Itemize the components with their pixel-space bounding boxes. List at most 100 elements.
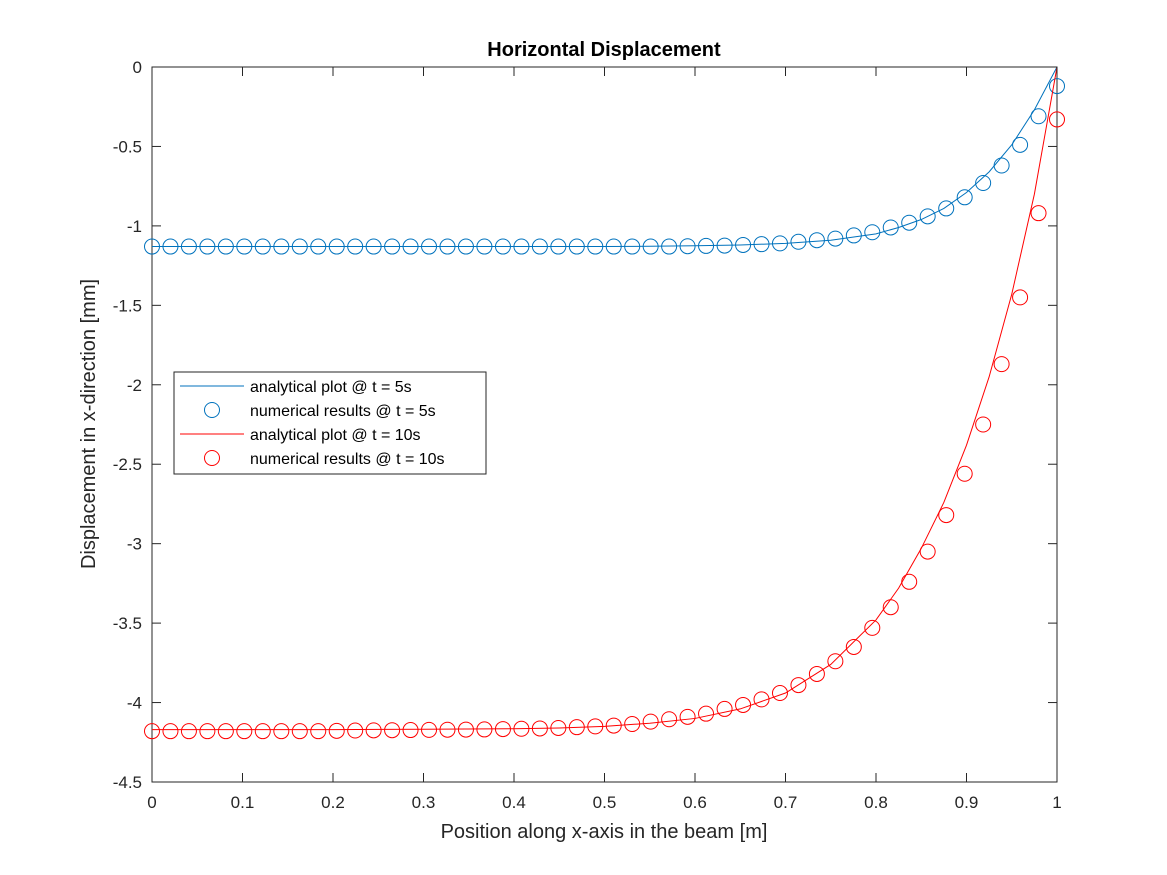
series-line-2	[152, 66, 1058, 731]
series-3-marker	[716, 700, 733, 717]
series-3-marker	[494, 721, 511, 738]
x-tick-label: 0	[147, 793, 156, 812]
series-1-marker	[698, 237, 715, 254]
series-1-marker	[993, 157, 1010, 174]
y-tick-label: -3	[127, 535, 142, 554]
x-tick-label: 1	[1052, 793, 1061, 812]
series-3-marker	[882, 599, 899, 616]
series-3-marker	[808, 665, 825, 682]
series-3-marker	[531, 720, 548, 737]
series-3-marker	[513, 720, 530, 737]
x-tick-label: 0.2	[321, 793, 345, 812]
series-3-marker	[624, 716, 641, 733]
series-3-marker	[845, 638, 862, 655]
series-3-marker	[771, 685, 788, 702]
x-axis-label: Position along x-axis in the beam [m]	[441, 821, 768, 843]
series-1-marker	[550, 238, 567, 255]
series-3-marker	[919, 543, 936, 560]
series-3-marker	[1030, 205, 1047, 222]
series-3-marker	[993, 356, 1010, 373]
series-1-marker	[1012, 136, 1029, 153]
series-1-marker	[402, 238, 419, 255]
series-1-marker	[771, 235, 788, 252]
y-tick-label: -2.5	[113, 455, 142, 474]
series-1-marker	[587, 238, 604, 255]
series-1-marker	[808, 232, 825, 249]
series-3-marker	[790, 677, 807, 694]
series-1-marker	[236, 238, 253, 255]
series-1-marker	[254, 238, 271, 255]
series-3-marker	[827, 653, 844, 670]
x-tick-label: 0.3	[412, 793, 436, 812]
series-1-marker	[716, 237, 733, 254]
series-1-marker	[624, 238, 641, 255]
chart-title: Horizontal Displacement	[487, 39, 721, 61]
series-3-marker	[180, 723, 197, 740]
series-1-marker	[735, 236, 752, 253]
y-tick-label: -3.5	[113, 614, 142, 633]
series-1-marker	[144, 238, 160, 255]
series-3-marker	[365, 722, 382, 739]
series-1-marker	[384, 238, 401, 255]
series-1-marker	[199, 238, 216, 255]
series-1-marker	[365, 238, 382, 255]
series-1-marker	[476, 238, 493, 255]
y-tick-label: -4.5	[113, 773, 142, 792]
series-3-marker	[162, 723, 179, 740]
legend-box	[173, 371, 487, 475]
legend-entry-label: analytical plot @ t = 5s	[250, 379, 412, 396]
y-tick-label: -2	[127, 376, 142, 395]
series-1-marker	[347, 238, 364, 255]
series-3-marker	[679, 708, 696, 725]
series-1-marker	[494, 238, 511, 255]
series-3-marker	[236, 723, 253, 740]
series-3-marker	[550, 719, 567, 736]
series-3-marker	[698, 705, 715, 722]
x-tick-label: 0.6	[683, 793, 707, 812]
series-1-marker	[753, 236, 770, 253]
series-3-marker	[402, 722, 419, 739]
legend: analytical plot @ t = 5s numerical result…	[173, 371, 487, 475]
series-1-marker	[273, 238, 290, 255]
series-1-marker	[882, 219, 899, 236]
legend-entry-label: analytical plot @ t = 10s	[250, 427, 421, 444]
series-3-marker	[661, 711, 678, 728]
series-1-marker	[531, 238, 548, 255]
series-3-marker	[291, 723, 308, 740]
series-3-marker	[938, 507, 955, 524]
series-3-marker	[421, 721, 438, 738]
series-3-marker	[587, 718, 604, 735]
series-3-marker	[864, 619, 881, 636]
series-1-marker	[162, 238, 179, 255]
series-1-marker	[679, 238, 696, 255]
series-1-marker	[661, 238, 678, 255]
series-1-marker	[845, 227, 862, 244]
series-1-marker	[938, 200, 955, 217]
series-1-marker	[328, 238, 345, 255]
series-1-marker	[864, 224, 881, 241]
axes-layer: 0 0.1 0.2 0.3 0.4 0.5 0.6 0.7 0.8 0.9 1 0 -0.5 -1 -1.5…	[113, 58, 1062, 812]
x-tick-label: 0.1	[231, 793, 255, 812]
legend-marker-swatch	[204, 402, 220, 418]
series-1-marker	[513, 238, 530, 255]
series-3-marker	[568, 719, 585, 736]
y-axis-label: Displacement in x-direction [mm]	[78, 279, 100, 569]
series-3-marker	[476, 721, 493, 738]
series-1-marker	[827, 230, 844, 247]
series-3-marker	[254, 723, 271, 740]
series-1-marker	[919, 208, 936, 225]
series-3-marker	[901, 573, 918, 590]
series-1-marker	[901, 214, 918, 231]
series-1-marker	[217, 238, 234, 255]
y-tick-label: -0.5	[113, 137, 142, 156]
series-1-marker	[1049, 78, 1065, 95]
series-1-marker	[790, 233, 807, 250]
series-1-marker	[642, 238, 659, 255]
series-3-marker	[439, 721, 456, 738]
series-1-marker	[291, 238, 308, 255]
series-1-marker	[568, 238, 585, 255]
series-3-marker	[310, 723, 327, 740]
series-3-marker	[605, 717, 622, 734]
series-3-marker	[144, 723, 160, 740]
